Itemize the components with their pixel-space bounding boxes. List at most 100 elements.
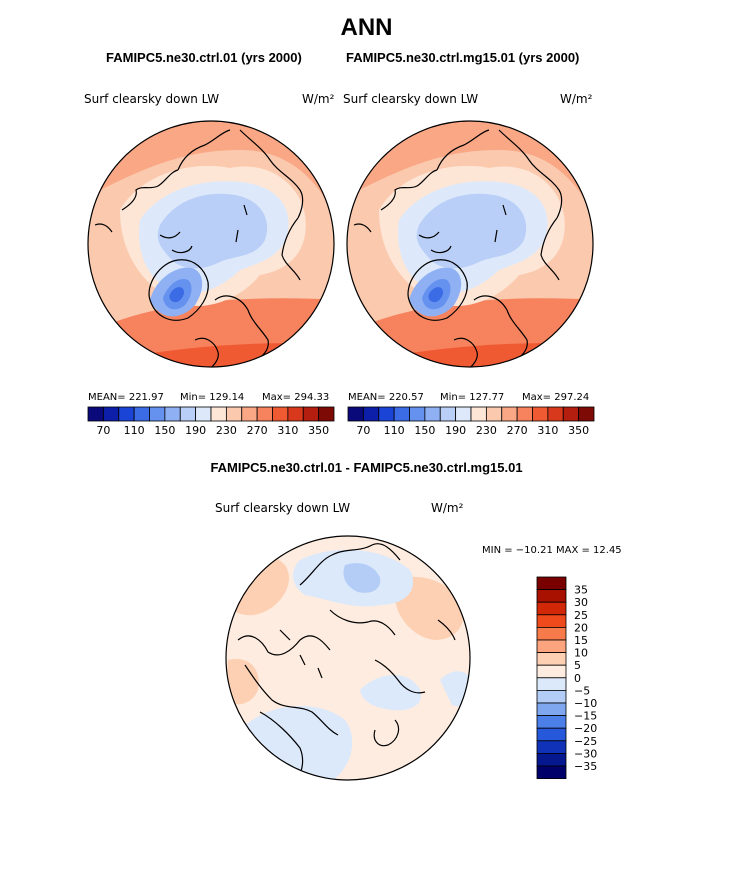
right-mean: MEAN= 220.57 (348, 392, 424, 403)
left-colorbar-tick-label: 110 (124, 424, 145, 437)
diff-map-coastlines (237, 543, 456, 780)
left-map-coastlines (94, 129, 304, 367)
left-colorbar-swatch (210, 406, 227, 422)
right-colorbar-swatch (393, 406, 410, 422)
diff-colorbar-tick-label: −25 (574, 735, 597, 748)
left-map-greenland-core (169, 287, 185, 303)
right-map-band-hottest (347, 343, 593, 367)
left-colorbar-swatch (133, 406, 150, 422)
right-colorbar: 70 110 150 190 230 270 310 350 (347, 406, 595, 437)
diff-map-cool-patch-center (360, 675, 421, 711)
right-colorbar-swatch (424, 406, 441, 422)
left-colorbar-swatch (241, 406, 258, 422)
right-colorbar-swatch (409, 406, 426, 422)
right-colorbar-swatch (362, 406, 380, 422)
diff-colorbar-tick-label: −15 (574, 710, 597, 723)
left-colorbar-tick-label: 310 (277, 424, 298, 437)
left-colorbar-tick-label: 190 (185, 424, 206, 437)
right-colorbar-swatch (455, 406, 472, 422)
right-map (346, 120, 594, 368)
diff-map-cool-core (343, 563, 381, 593)
diff-colorbar-swatch (536, 740, 567, 754)
diff-min-max: MIN = −10.21 MAX = 12.45 (482, 545, 622, 556)
left-colorbar-tick-label: 350 (308, 424, 329, 437)
diff-colorbar-tick-label: 0 (574, 672, 581, 685)
right-colorbar-tick-label: 230 (476, 424, 497, 437)
left-colorbar-swatch (302, 406, 320, 422)
left-colorbar-swatch (87, 406, 104, 422)
diff-colorbar-swatch (536, 639, 567, 654)
left-colorbar-swatch (225, 406, 243, 422)
diff-colorbar-swatch (536, 727, 567, 742)
right-colorbar-tick-label: 150 (414, 424, 435, 437)
right-colorbar-tick-label: 70 (356, 424, 370, 437)
left-max: Max= 294.33 (262, 392, 330, 403)
right-colorbar-swatch (470, 406, 487, 422)
left-colorbar-swatch (195, 406, 212, 422)
left-colorbar-swatch (149, 406, 166, 422)
diff-colorbar-tick-label: −30 (574, 747, 597, 760)
left-colorbar-tick-label: 270 (247, 424, 268, 437)
left-min: Min= 129.14 (180, 392, 245, 403)
diff-colorbar-swatch (536, 765, 567, 780)
right-min: Min= 127.77 (440, 392, 505, 403)
diff-colorbar-swatch (536, 677, 567, 691)
diff-units: W/m² (431, 501, 464, 515)
diff-colorbar-swatch (536, 753, 567, 767)
left-field-name: Surf clearsky down LW (84, 92, 220, 106)
right-field-name: Surf clearsky down LW (343, 92, 479, 106)
diff-colorbar-swatch (536, 652, 567, 666)
left-colorbar-swatch (164, 406, 181, 422)
left-colorbar-swatch (272, 406, 289, 422)
left-colorbar-tick-label: 150 (154, 424, 175, 437)
diff-case-title: FAMIPC5.ne30.ctrl.01 - FAMIPC5.ne30.ctrl… (210, 460, 523, 475)
left-colorbar-swatch (118, 406, 135, 422)
diff-colorbar-tick-label: −20 (574, 722, 597, 735)
left-colorbar-tick-label: 70 (96, 424, 110, 437)
diff-colorbar-swatch (536, 576, 567, 591)
right-map-coastlines (353, 129, 563, 367)
diff-colorbar-tick-label: 30 (574, 596, 588, 609)
diff-map-warm-patch-south (226, 659, 259, 705)
right-colorbar-swatch (485, 406, 503, 422)
right-map-border (346, 120, 594, 368)
diff-colorbar-swatch (536, 614, 567, 628)
left-colorbar-tick-label: 230 (216, 424, 237, 437)
right-colorbar-swatch (562, 406, 580, 422)
left-colorbar: 70 110 150 190 230 270 310 350 (87, 406, 335, 437)
diff-colorbar-swatch (536, 690, 567, 704)
left-colorbar-swatch (287, 406, 304, 422)
left-map-border (87, 120, 335, 368)
diff-colorbar-swatch (536, 627, 567, 641)
right-colorbar-swatch (547, 406, 564, 422)
diff-colorbar-tick-label: 5 (574, 659, 581, 672)
diff-colorbar-swatch (536, 589, 567, 603)
left-mean: MEAN= 221.97 (88, 392, 164, 403)
diff-field-name: Surf clearsky down LW (215, 501, 351, 515)
diff-colorbar-swatch (536, 702, 567, 717)
right-colorbar-swatch (578, 406, 595, 422)
left-colorbar-swatch (102, 406, 120, 422)
right-colorbar-swatch (532, 406, 549, 422)
right-colorbar-tick-label: 190 (445, 424, 466, 437)
left-units: W/m² (302, 92, 335, 106)
diff-map-border (225, 535, 471, 781)
right-colorbar-swatch (501, 406, 518, 422)
diff-colorbar-tick-label: 35 (574, 584, 588, 597)
left-colorbar-swatch (318, 406, 335, 422)
left-colorbar-swatch (256, 406, 273, 422)
right-colorbar-tick-label: 350 (568, 424, 589, 437)
right-map-greenland-core (428, 287, 444, 303)
left-map-band-hottest (88, 343, 334, 367)
left-case-title: FAMIPC5.ne30.ctrl.01 (yrs 2000) (106, 50, 302, 65)
right-colorbar-swatch (378, 406, 395, 422)
left-colorbar-swatch (179, 406, 197, 422)
left-map-band-cold (157, 193, 268, 269)
diff-map (225, 535, 471, 781)
right-max: Max= 297.24 (522, 392, 590, 403)
diff-colorbar-tick-label: −35 (574, 760, 597, 773)
diff-colorbar-tick-label: 20 (574, 621, 588, 634)
diff-colorbar-tick-label: 25 (574, 609, 588, 622)
